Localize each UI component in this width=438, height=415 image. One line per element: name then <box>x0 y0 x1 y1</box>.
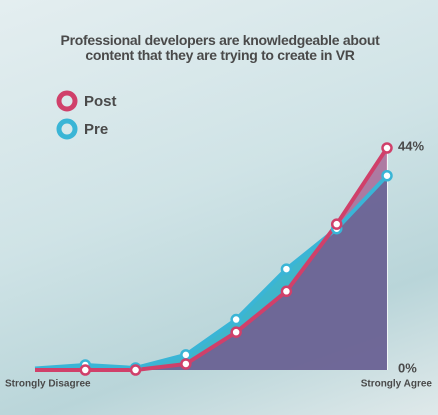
marker <box>381 170 393 182</box>
line <box>35 146 389 372</box>
area <box>35 148 387 370</box>
marker <box>381 142 393 154</box>
marker <box>280 263 293 275</box>
x-tick-label: Strongly Disagree <box>5 379 91 390</box>
legend-label: Post <box>84 93 117 110</box>
y-tick-label: 0% <box>398 360 417 375</box>
marker <box>230 326 242 338</box>
legend-label: Pre <box>84 121 108 138</box>
y-tick-label: 44% <box>398 138 424 153</box>
x-tick-label: Strongly Agree <box>361 379 433 390</box>
marker <box>180 358 192 370</box>
chart-title: Professional developers are knowledgeabl… <box>60 32 380 63</box>
marker <box>330 218 343 230</box>
marker <box>280 285 293 298</box>
legend-marker <box>56 118 78 140</box>
marker <box>230 313 242 326</box>
legend-marker <box>56 90 78 112</box>
marker <box>180 349 192 361</box>
marker <box>79 364 92 376</box>
marker <box>129 364 142 376</box>
